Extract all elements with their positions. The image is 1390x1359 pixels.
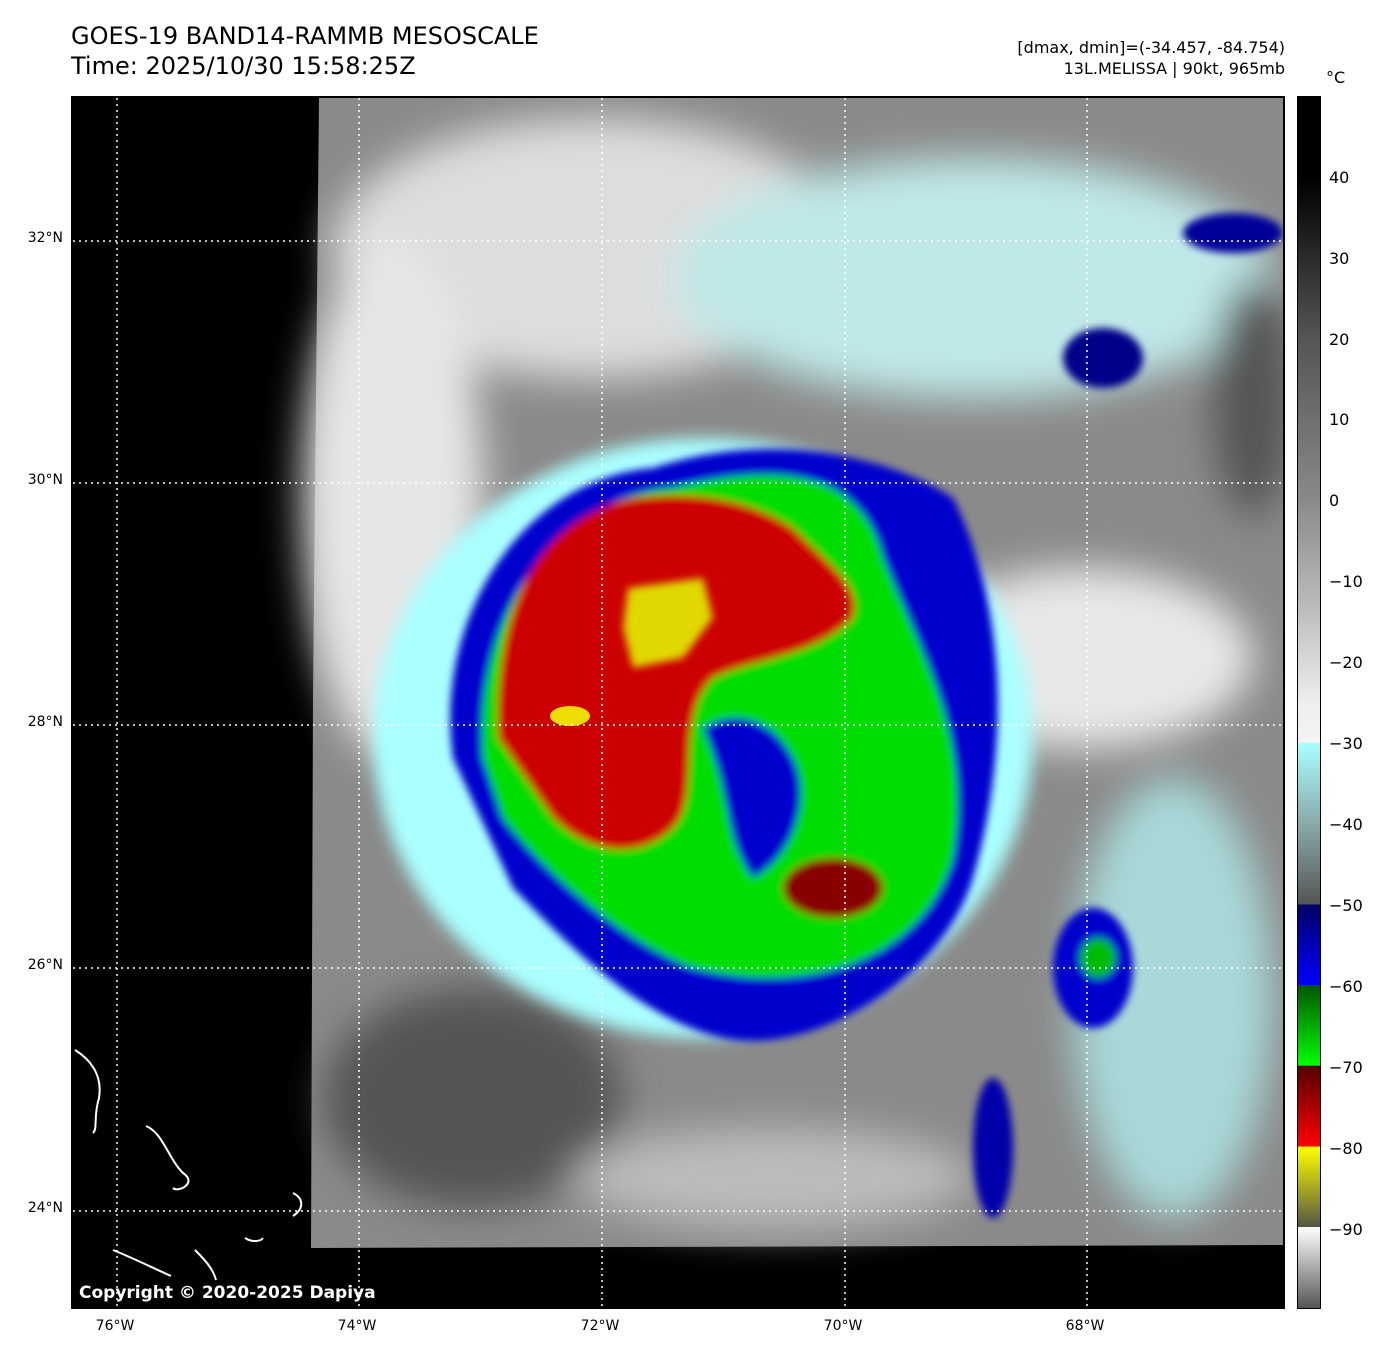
storm-info: 13L.MELISSA | 90kt, 965mb — [1063, 59, 1285, 78]
colorbar-unit: °C — [1326, 68, 1346, 87]
image-title: GOES-19 BAND14-RAMMB MESOSCALE — [71, 22, 539, 50]
colorbar-tick: 0 — [1329, 491, 1340, 510]
graticule — [73, 98, 1283, 1307]
satellite-imagery — [73, 98, 1283, 1307]
colorbar-tick: 40 — [1329, 168, 1350, 187]
colorbar — [1297, 96, 1321, 1309]
colorbar-tick: −90 — [1329, 1220, 1363, 1239]
lat-label: 28°N — [27, 714, 63, 730]
lat-label: 24°N — [27, 1200, 63, 1216]
colorbar-tick: −10 — [1329, 572, 1363, 591]
colorbar-tick: 10 — [1329, 410, 1350, 429]
lon-label: 68°W — [1065, 1318, 1105, 1334]
colorbar-tick: 20 — [1329, 330, 1350, 349]
lon-label: 76°W — [95, 1318, 135, 1334]
lat-label: 32°N — [27, 230, 63, 246]
colorbar-tick: −80 — [1329, 1139, 1363, 1158]
colorbar-tick: −20 — [1329, 653, 1363, 672]
colorbar-tick: 30 — [1329, 249, 1350, 268]
colorbar-tick: −30 — [1329, 734, 1363, 753]
colorbar-tick: −50 — [1329, 896, 1363, 915]
image-time: Time: 2025/10/30 15:58:25Z — [71, 52, 416, 80]
lat-label: 26°N — [27, 957, 63, 973]
copyright-text: Copyright © 2020-2025 Dapiya — [79, 1283, 376, 1303]
colorbar-tick: −40 — [1329, 815, 1363, 834]
lon-label: 72°W — [580, 1318, 620, 1334]
lat-label: 30°N — [27, 472, 63, 488]
colorbar-tick: −70 — [1329, 1058, 1363, 1077]
satellite-map: Copyright © 2020-2025 Dapiya — [71, 96, 1285, 1309]
lon-label: 70°W — [823, 1318, 863, 1334]
lon-label: 74°W — [337, 1318, 377, 1334]
data-range: [dmax, dmin]=(-34.457, -84.754) — [1017, 38, 1285, 57]
colorbar-tick: −60 — [1329, 977, 1363, 996]
coastlines — [74, 1049, 303, 1281]
